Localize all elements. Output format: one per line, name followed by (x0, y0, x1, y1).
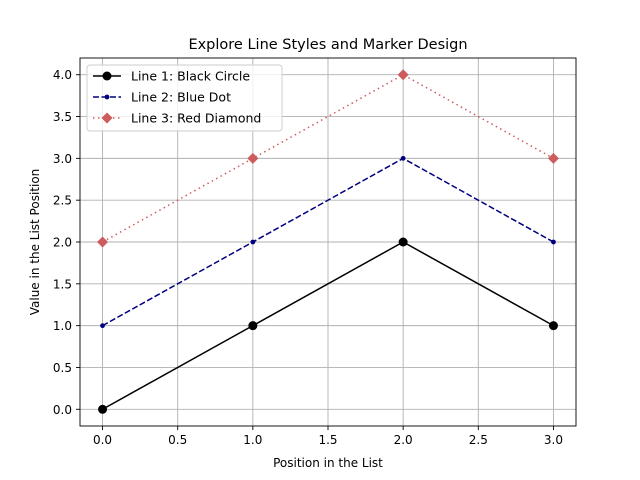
series-marker (98, 404, 108, 414)
series-marker (248, 321, 258, 331)
legend-label: Line 1: Black Circle (131, 69, 250, 84)
series-marker (547, 152, 559, 164)
y-tick-label: 0.0 (53, 403, 72, 417)
series-marker (97, 236, 109, 248)
x-tick-label: 1.5 (318, 433, 337, 447)
ticks: 0.0 0.5 1.0 1.5 2.0 2.5 3.0 0.0 0.5 1.0 1.5 2.0 2.5 3… (53, 68, 563, 447)
series-layer (97, 69, 559, 414)
legend: Line 1: Black Circle Line 2: Blue Dot Line… (86, 64, 283, 132)
y-tick-label: 2.5 (53, 194, 72, 208)
x-tick-label: 2.5 (469, 433, 488, 447)
y-tick-label: 1.0 (53, 319, 72, 333)
series-marker (102, 71, 112, 81)
y-tick-label: 1.5 (53, 277, 72, 291)
y-tick-label: 4.0 (53, 68, 72, 82)
chart-title: Explore Line Styles and Marker Design (188, 37, 467, 53)
legend-box (86, 64, 283, 132)
series-marker (548, 321, 558, 331)
series (97, 69, 559, 248)
x-tick-label: 3.0 (544, 433, 563, 447)
series-marker (551, 239, 556, 245)
series-line (102, 157, 554, 327)
series-marker (101, 112, 113, 124)
y-axis-label: Value in the List Position (28, 169, 42, 316)
y-tick-label: 2.0 (53, 236, 72, 250)
series (100, 155, 556, 329)
series-marker (400, 155, 406, 161)
series (98, 237, 558, 414)
series-marker (247, 152, 259, 164)
series-marker (100, 323, 105, 329)
series-marker (398, 237, 408, 247)
y-tick-label: 3.0 (53, 152, 72, 166)
y-tick-label: 0.5 (53, 361, 72, 375)
legend-label: Line 2: Blue Dot (131, 90, 231, 105)
series-marker (104, 94, 110, 100)
x-tick-label: 0.5 (168, 433, 187, 447)
y-tick-label: 3.5 (53, 110, 72, 124)
x-tick-label: 1.0 (243, 433, 262, 447)
series-marker (397, 69, 409, 81)
series-line (102, 73, 554, 243)
series-marker (250, 239, 256, 245)
x-axis-label: Position in the List (273, 456, 383, 470)
legend-label: Line 3: Red Diamond (131, 111, 261, 126)
x-tick-label: 0.0 (93, 433, 112, 447)
series-line (102, 241, 554, 410)
x-tick-label: 2.0 (394, 433, 413, 447)
